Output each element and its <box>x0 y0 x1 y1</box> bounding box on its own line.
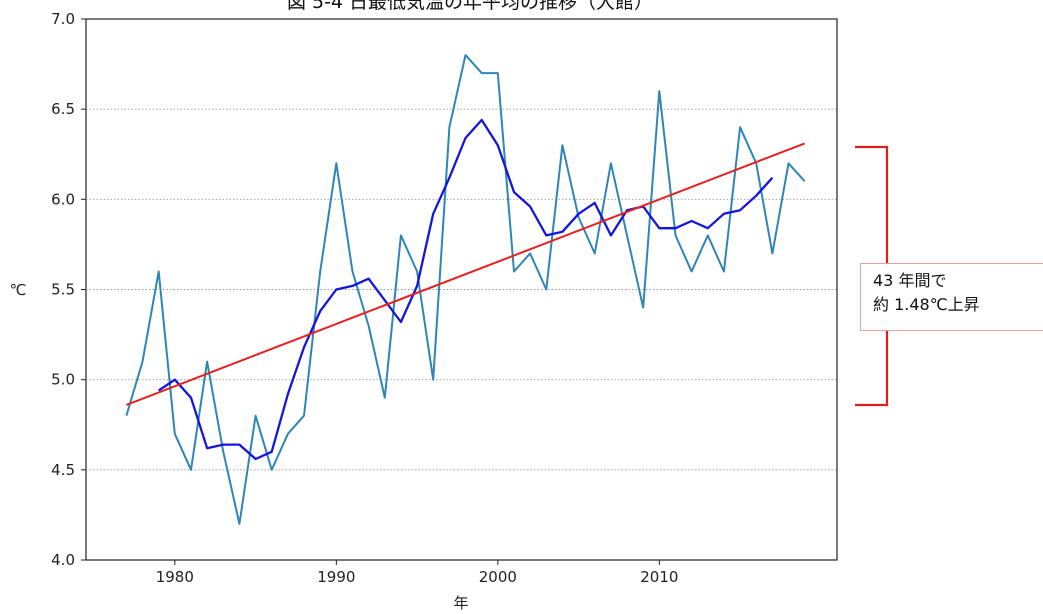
y-tick-label: 6.0 <box>51 190 75 208</box>
y-tick-label: 5.5 <box>51 281 75 299</box>
gridlines <box>86 108 837 471</box>
y-tick-label: 5.0 <box>51 371 75 389</box>
y-axis-label: ℃ <box>10 281 27 299</box>
y-tick-label: 6.5 <box>51 100 75 118</box>
annotation-line-1: 43 年間で <box>873 271 947 290</box>
series-annual <box>125 54 806 525</box>
x-axis: 1980 1990 2000 2010 <box>156 560 678 586</box>
x-tick-label: 2000 <box>479 568 517 586</box>
y-tick-label: 4.5 <box>51 461 75 479</box>
annotation-box: 43 年間で 約 1.48℃上昇 <box>860 263 1043 331</box>
annotation-line-2: 約 1.48℃上昇 <box>873 295 980 314</box>
series-trend-line <box>126 142 806 406</box>
x-tick-label: 1980 <box>156 568 194 586</box>
series-moving-average <box>158 118 774 461</box>
x-tick-label: 2010 <box>640 568 678 586</box>
series-group <box>125 54 806 525</box>
y-tick-label: 4.0 <box>51 551 75 569</box>
y-tick-label: 7.0 <box>51 10 75 28</box>
x-tick-label: 1990 <box>317 568 355 586</box>
chart-title: 図 5-4 日最低気温の年平均の推移（大館） <box>287 0 653 13</box>
x-axis-label: 年 <box>453 594 468 612</box>
y-axis: 4.0 4.5 5.0 5.5 6.0 6.5 7.0 <box>51 10 86 569</box>
